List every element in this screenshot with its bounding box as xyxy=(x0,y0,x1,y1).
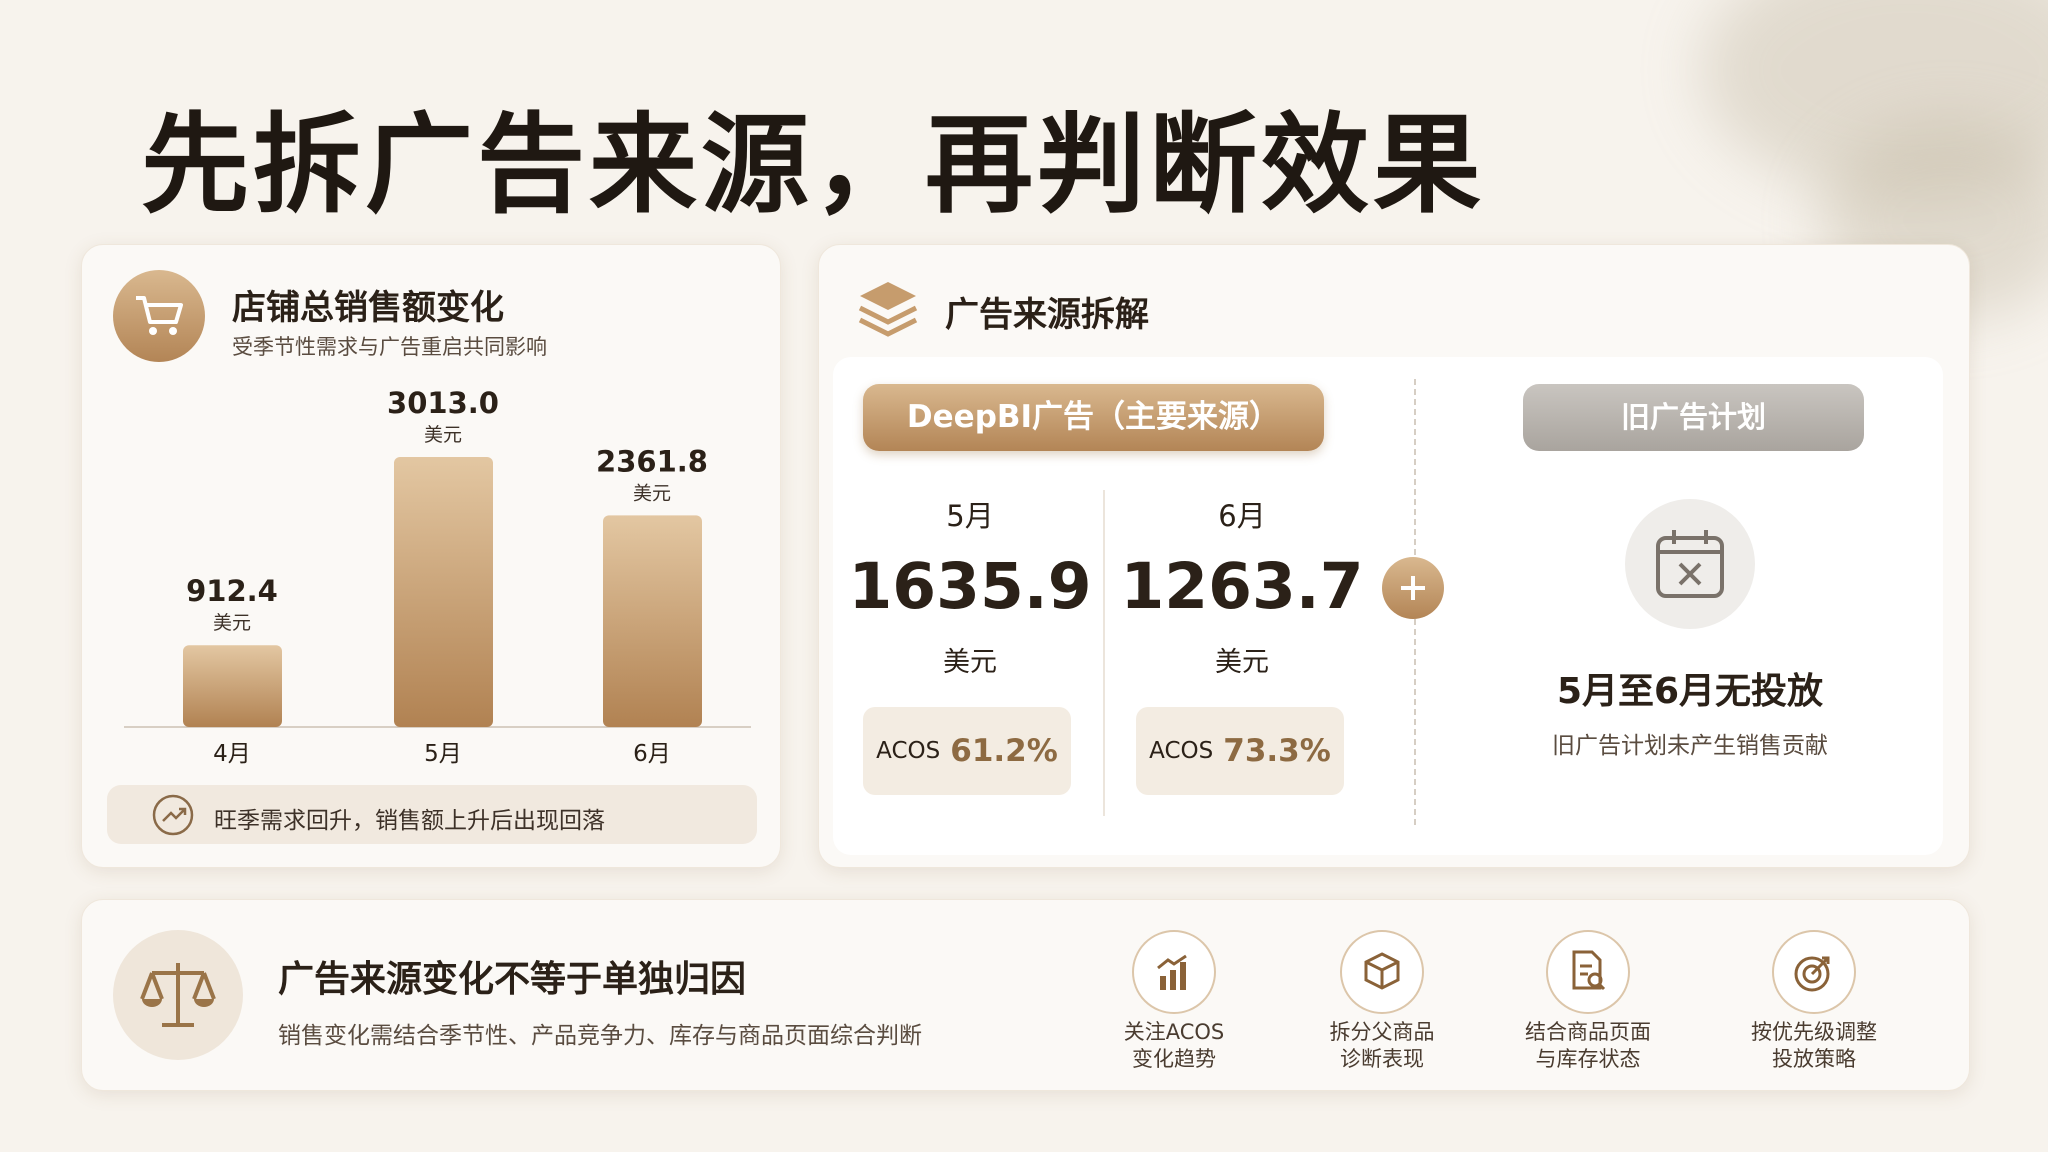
amount: 1635.9 xyxy=(848,550,1092,623)
sales-chart: 912.4 美元 4月 3013.0 美元 5月 2361.8 美元 6月 xyxy=(124,386,751,767)
plus-icon xyxy=(1382,557,1444,619)
action-text: 结合商品页面 xyxy=(1525,1020,1651,1044)
action-icon xyxy=(1546,930,1630,1014)
scale-icon xyxy=(113,930,243,1060)
value-unit: 美元 xyxy=(633,482,671,504)
action-glyph xyxy=(1794,956,1830,992)
action-glyph xyxy=(1157,954,1187,990)
cart-glyph xyxy=(136,296,183,335)
conclusion-subtitle: 销售变化需结合季节性、产品竞争力、库存与商品页面综合判断 xyxy=(278,1023,922,1049)
unit: 美元 xyxy=(943,647,997,678)
action-text: 拆分父商品 xyxy=(1329,1020,1435,1044)
acos-value: 61.2% xyxy=(950,733,1058,769)
value-label: 2361.8 xyxy=(596,444,708,478)
action-text: 关注ACOS xyxy=(1123,1020,1225,1044)
category-label: 5月 xyxy=(424,741,462,767)
action-text: 与库存状态 xyxy=(1535,1047,1641,1071)
calendar-glyph xyxy=(1656,530,1724,598)
month-label: 5月 xyxy=(946,499,994,533)
note-pill xyxy=(107,785,757,844)
category-label: 4月 xyxy=(213,741,251,767)
card-title: 店铺总销售额变化 xyxy=(232,288,504,328)
acos-label: ACOS xyxy=(1149,738,1214,764)
plus-glyph xyxy=(1401,576,1425,600)
acos-label: ACOS xyxy=(876,738,941,764)
action-glyph xyxy=(1572,950,1606,991)
calendar-icon xyxy=(1625,499,1755,629)
action-text: 变化趋势 xyxy=(1132,1047,1216,1071)
amount: 1263.7 xyxy=(1120,550,1364,623)
action-text: 诊断表现 xyxy=(1340,1047,1424,1071)
trend-icon xyxy=(152,794,194,836)
unit: 美元 xyxy=(1215,647,1269,678)
action-icon xyxy=(1132,930,1216,1014)
category-label: 6月 xyxy=(633,741,671,767)
action-glyph xyxy=(1364,952,1400,990)
card-subtitle: 受季节性需求与广告重启共同影响 xyxy=(232,335,547,359)
action-text: 按优先级调整 xyxy=(1751,1020,1877,1044)
old-plan-status: 5月至6月无投放 xyxy=(1556,671,1824,712)
value-unit: 美元 xyxy=(213,612,251,634)
note-text: 旺季需求回升，销售额上升后出现回落 xyxy=(214,808,605,834)
card-title: 广告来源拆解 xyxy=(945,295,1149,335)
value-label: 3013.0 xyxy=(387,386,499,420)
old-plan-note: 旧广告计划未产生销售贡献 xyxy=(1552,733,1828,759)
page-title: 先拆广告来源，再判断效果 xyxy=(141,103,1486,228)
layers-icon xyxy=(858,282,918,337)
acos-box: ACOS 73.3% xyxy=(1136,707,1344,795)
value-unit: 美元 xyxy=(424,424,462,446)
old-plan-pill: 旧广告计划 xyxy=(1523,384,1864,451)
bar xyxy=(394,457,493,727)
acos-value: 73.3% xyxy=(1223,733,1331,769)
bar xyxy=(183,645,282,727)
acos-box: ACOS 61.2% xyxy=(863,707,1071,795)
scale-glyph xyxy=(140,963,216,1027)
bar xyxy=(603,515,702,727)
deepbi-pill: DeepBI广告（主要来源） xyxy=(863,384,1324,451)
conclusion-card xyxy=(81,899,1970,1091)
action-icon xyxy=(1340,930,1424,1014)
cart-icon xyxy=(113,270,205,362)
action-icon xyxy=(1772,930,1856,1014)
month-label: 6月 xyxy=(1218,499,1266,533)
conclusion-title: 广告来源变化不等于单独归因 xyxy=(278,959,747,1000)
value-label: 912.4 xyxy=(186,574,278,608)
action-text: 投放策略 xyxy=(1772,1047,1856,1071)
divider xyxy=(1103,490,1105,816)
